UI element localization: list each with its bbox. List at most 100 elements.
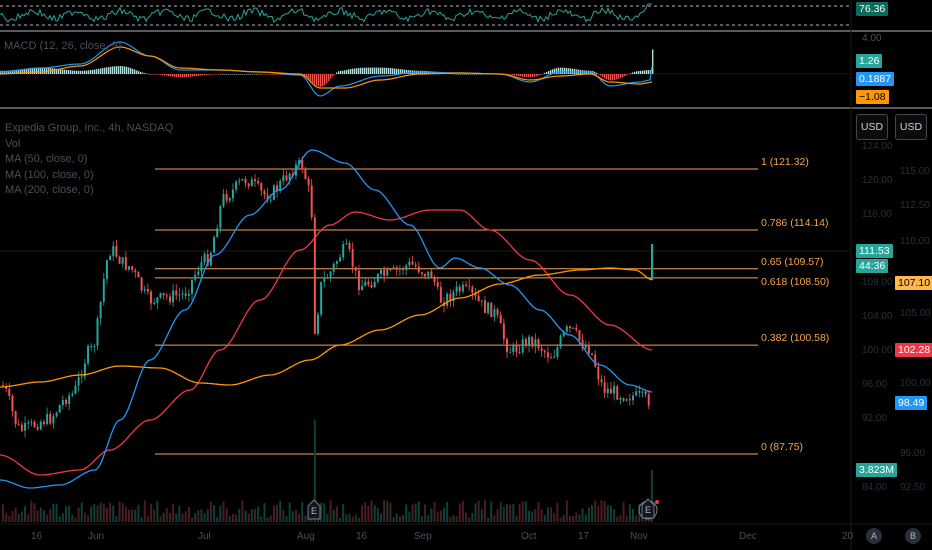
- macd-hist-bar: [600, 74, 602, 76]
- candle: [468, 285, 471, 287]
- macd-hist-bar: [274, 74, 276, 75]
- ma100-legend[interactable]: MA (100, close, 0): [5, 168, 94, 181]
- candle: [383, 269, 386, 276]
- candle: [36, 426, 39, 430]
- macd-hist-bar: [614, 74, 616, 80]
- macd-hist-bar: [100, 68, 102, 74]
- candle: [361, 285, 364, 291]
- macd-pane: [0, 41, 850, 97]
- candle: [225, 194, 228, 201]
- volume-bar: [159, 516, 162, 522]
- macd-hist-bar: [350, 69, 352, 74]
- candle: [27, 422, 30, 424]
- volume-bar: [20, 511, 23, 522]
- candle: [42, 421, 45, 425]
- macd-hist-bar: [174, 74, 176, 77]
- candle: [521, 339, 524, 353]
- earnings-marker-aug[interactable]: E: [307, 499, 321, 520]
- macd-hist-bar: [210, 74, 212, 75]
- macd-hist-bar: [10, 70, 12, 74]
- volume-legend[interactable]: Vol: [5, 137, 21, 150]
- candle: [572, 327, 575, 329]
- macd-hist-bar: [636, 71, 638, 74]
- macd-hist-bar: [452, 73, 454, 75]
- volume-bar: [225, 508, 228, 522]
- macd-hist-bar: [126, 66, 128, 74]
- currency-button-right[interactable]: USD: [895, 114, 927, 140]
- secondary-price-tick: 92.50: [900, 482, 926, 493]
- macd-hist-bar: [94, 69, 96, 74]
- volume-bar: [222, 501, 225, 522]
- volume-bar: [235, 514, 238, 522]
- earnings-letter: E: [645, 505, 651, 515]
- macd-hist-bar: [522, 74, 524, 77]
- macd-hist-bar: [160, 74, 162, 75]
- time-axis-button-b[interactable]: B: [905, 528, 921, 544]
- candle: [165, 295, 168, 297]
- macd-hist-bar: [308, 74, 310, 80]
- ma200-legend[interactable]: MA (200, close, 0): [5, 184, 94, 196]
- macd-hist-bar: [528, 74, 530, 78]
- macd-hist-bar: [396, 68, 398, 74]
- candle: [109, 256, 112, 261]
- last-candle: [651, 244, 654, 280]
- volume-bar: [332, 509, 335, 522]
- candle: [99, 301, 102, 319]
- macd-hist-bar: [228, 74, 230, 75]
- macd-hist-bar: [630, 73, 632, 74]
- volume-bar: [386, 500, 389, 522]
- macd-hist-bar: [356, 68, 358, 74]
- symbol-title[interactable]: Expedia Group, Inc., 4h, NASDAQ: [5, 122, 174, 134]
- macd-hist-bar: [224, 74, 226, 75]
- volume-bar: [361, 505, 364, 522]
- volume-bar: [263, 503, 266, 522]
- ma100-line: [0, 209, 653, 476]
- macd-hist-bar: [608, 74, 610, 81]
- macd-hist-bar: [68, 70, 70, 74]
- candle: [87, 345, 90, 364]
- macd-hist-bar: [76, 70, 78, 74]
- rsi-line: [0, 3, 652, 24]
- volume-bar: [543, 514, 546, 522]
- secondary-price-tick: 115.00: [900, 166, 930, 177]
- volume-bar: [87, 515, 90, 522]
- volume-bar: [14, 507, 17, 522]
- earnings-marker-nov[interactable]: E: [638, 498, 659, 520]
- macd-hist-bar: [170, 74, 172, 77]
- candle: [622, 398, 625, 401]
- candle: [398, 268, 401, 270]
- macd-hist-bar: [148, 73, 150, 75]
- candle: [424, 273, 427, 277]
- currency-button-left[interactable]: USD: [856, 114, 888, 140]
- time-axis-button-a[interactable]: A: [866, 528, 882, 544]
- candle: [465, 284, 468, 286]
- candle: [342, 244, 345, 258]
- ma50-legend[interactable]: MA (50, close, 0): [5, 153, 88, 165]
- candle: [326, 277, 329, 279]
- macd-hist-bar: [514, 74, 516, 76]
- candle: [172, 290, 175, 303]
- volume-bar: [357, 517, 360, 522]
- macd-signal-line: [0, 46, 653, 89]
- candle: [499, 314, 502, 324]
- volume-bar: [191, 517, 193, 522]
- volume-bar: [452, 515, 455, 522]
- macd-hist-bar: [214, 74, 216, 75]
- macd-hist-bar: [120, 66, 122, 74]
- candle: [124, 257, 127, 270]
- volume-bar: [209, 501, 212, 522]
- volume-bar: [650, 470, 653, 522]
- macd-axis-tick: 4.00: [862, 33, 882, 44]
- macd-hist-bar: [622, 74, 624, 78]
- macd-hist-bar: [652, 49, 654, 74]
- candle: [411, 261, 414, 265]
- volume-bar: [609, 505, 612, 522]
- candle: [518, 351, 521, 353]
- volume-bar: [569, 516, 571, 522]
- macd-hist-bar: [516, 74, 518, 76]
- macd-hist-bar: [266, 74, 268, 75]
- macd-hist-bar: [58, 68, 60, 74]
- volume-bar: [587, 507, 590, 522]
- macd-hist-bar: [56, 68, 58, 74]
